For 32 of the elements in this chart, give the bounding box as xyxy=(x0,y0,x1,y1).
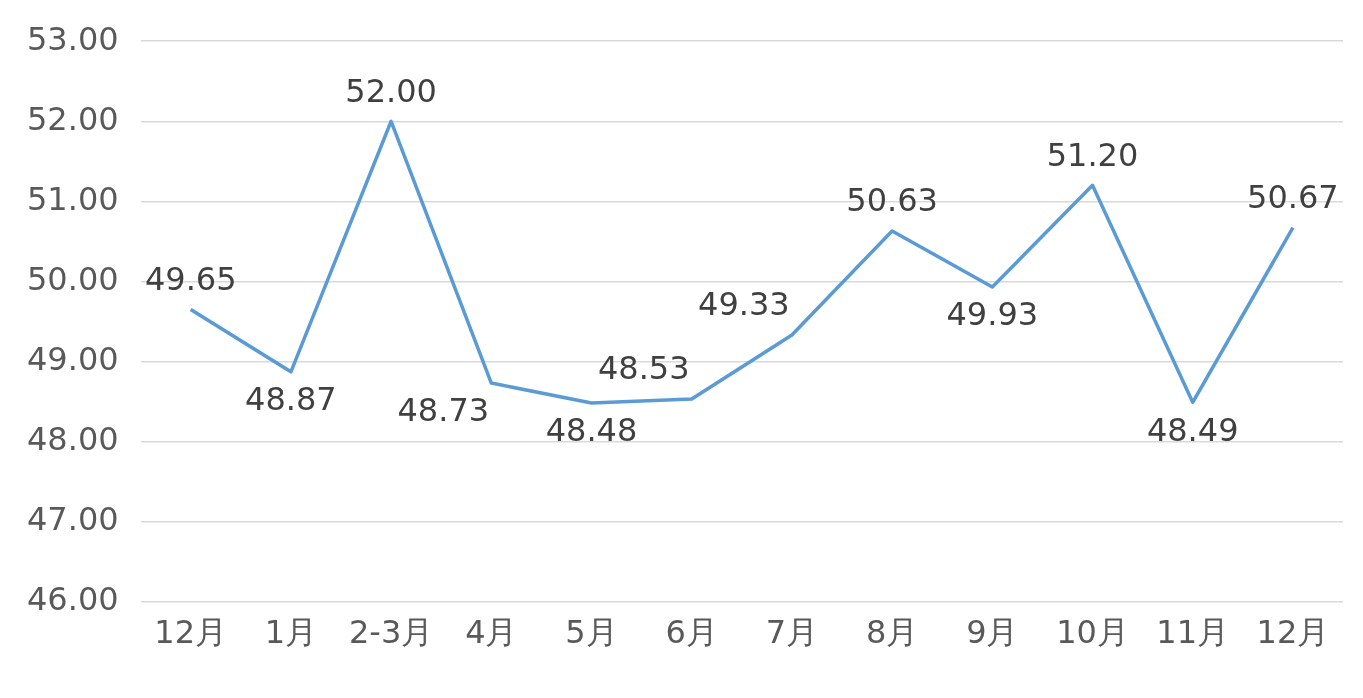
x-tick-label: 9月 xyxy=(966,613,1019,652)
x-tick-label: 7月 xyxy=(765,613,819,652)
y-tick-label: 46.00 xyxy=(27,579,119,618)
data-label: 51.20 xyxy=(1046,135,1139,174)
x-tick-label: 11月 xyxy=(1156,613,1230,652)
y-tick-label: 51.00 xyxy=(27,179,119,218)
x-tick-label: 5月 xyxy=(565,613,618,652)
data-label: 50.63 xyxy=(846,181,938,220)
y-tick-label: 47.00 xyxy=(27,499,119,538)
data-label: 48.49 xyxy=(1146,410,1239,449)
x-tick-label: 4月 xyxy=(465,613,518,652)
x-tick-label: 8月 xyxy=(865,613,919,652)
data-label: 48.87 xyxy=(245,380,337,419)
data-label: 49.33 xyxy=(698,285,790,324)
data-label: 49.93 xyxy=(946,295,1039,334)
x-tick-label: 6月 xyxy=(665,613,718,652)
x-tick-label: 12月 xyxy=(1256,613,1330,652)
y-tick-label: 49.00 xyxy=(27,339,119,378)
y-tick-label: 48.00 xyxy=(27,419,119,458)
y-tick-label: 50.00 xyxy=(27,259,119,298)
y-tick-label: 52.00 xyxy=(27,99,119,138)
data-label: 49.65 xyxy=(144,259,237,298)
y-tick-label: 53.00 xyxy=(27,19,119,58)
data-label: 48.53 xyxy=(597,349,690,388)
x-tick-label: 1月 xyxy=(264,613,318,652)
data-label: 48.48 xyxy=(545,411,638,450)
x-tick-label: 10月 xyxy=(1056,613,1129,652)
x-tick-label: 12月 xyxy=(154,613,228,652)
data-label: 50.67 xyxy=(1247,178,1339,217)
data-label: 48.73 xyxy=(397,391,490,430)
x-tick-label: 2-3月 xyxy=(348,613,434,652)
data-label: 52.00 xyxy=(345,71,437,110)
